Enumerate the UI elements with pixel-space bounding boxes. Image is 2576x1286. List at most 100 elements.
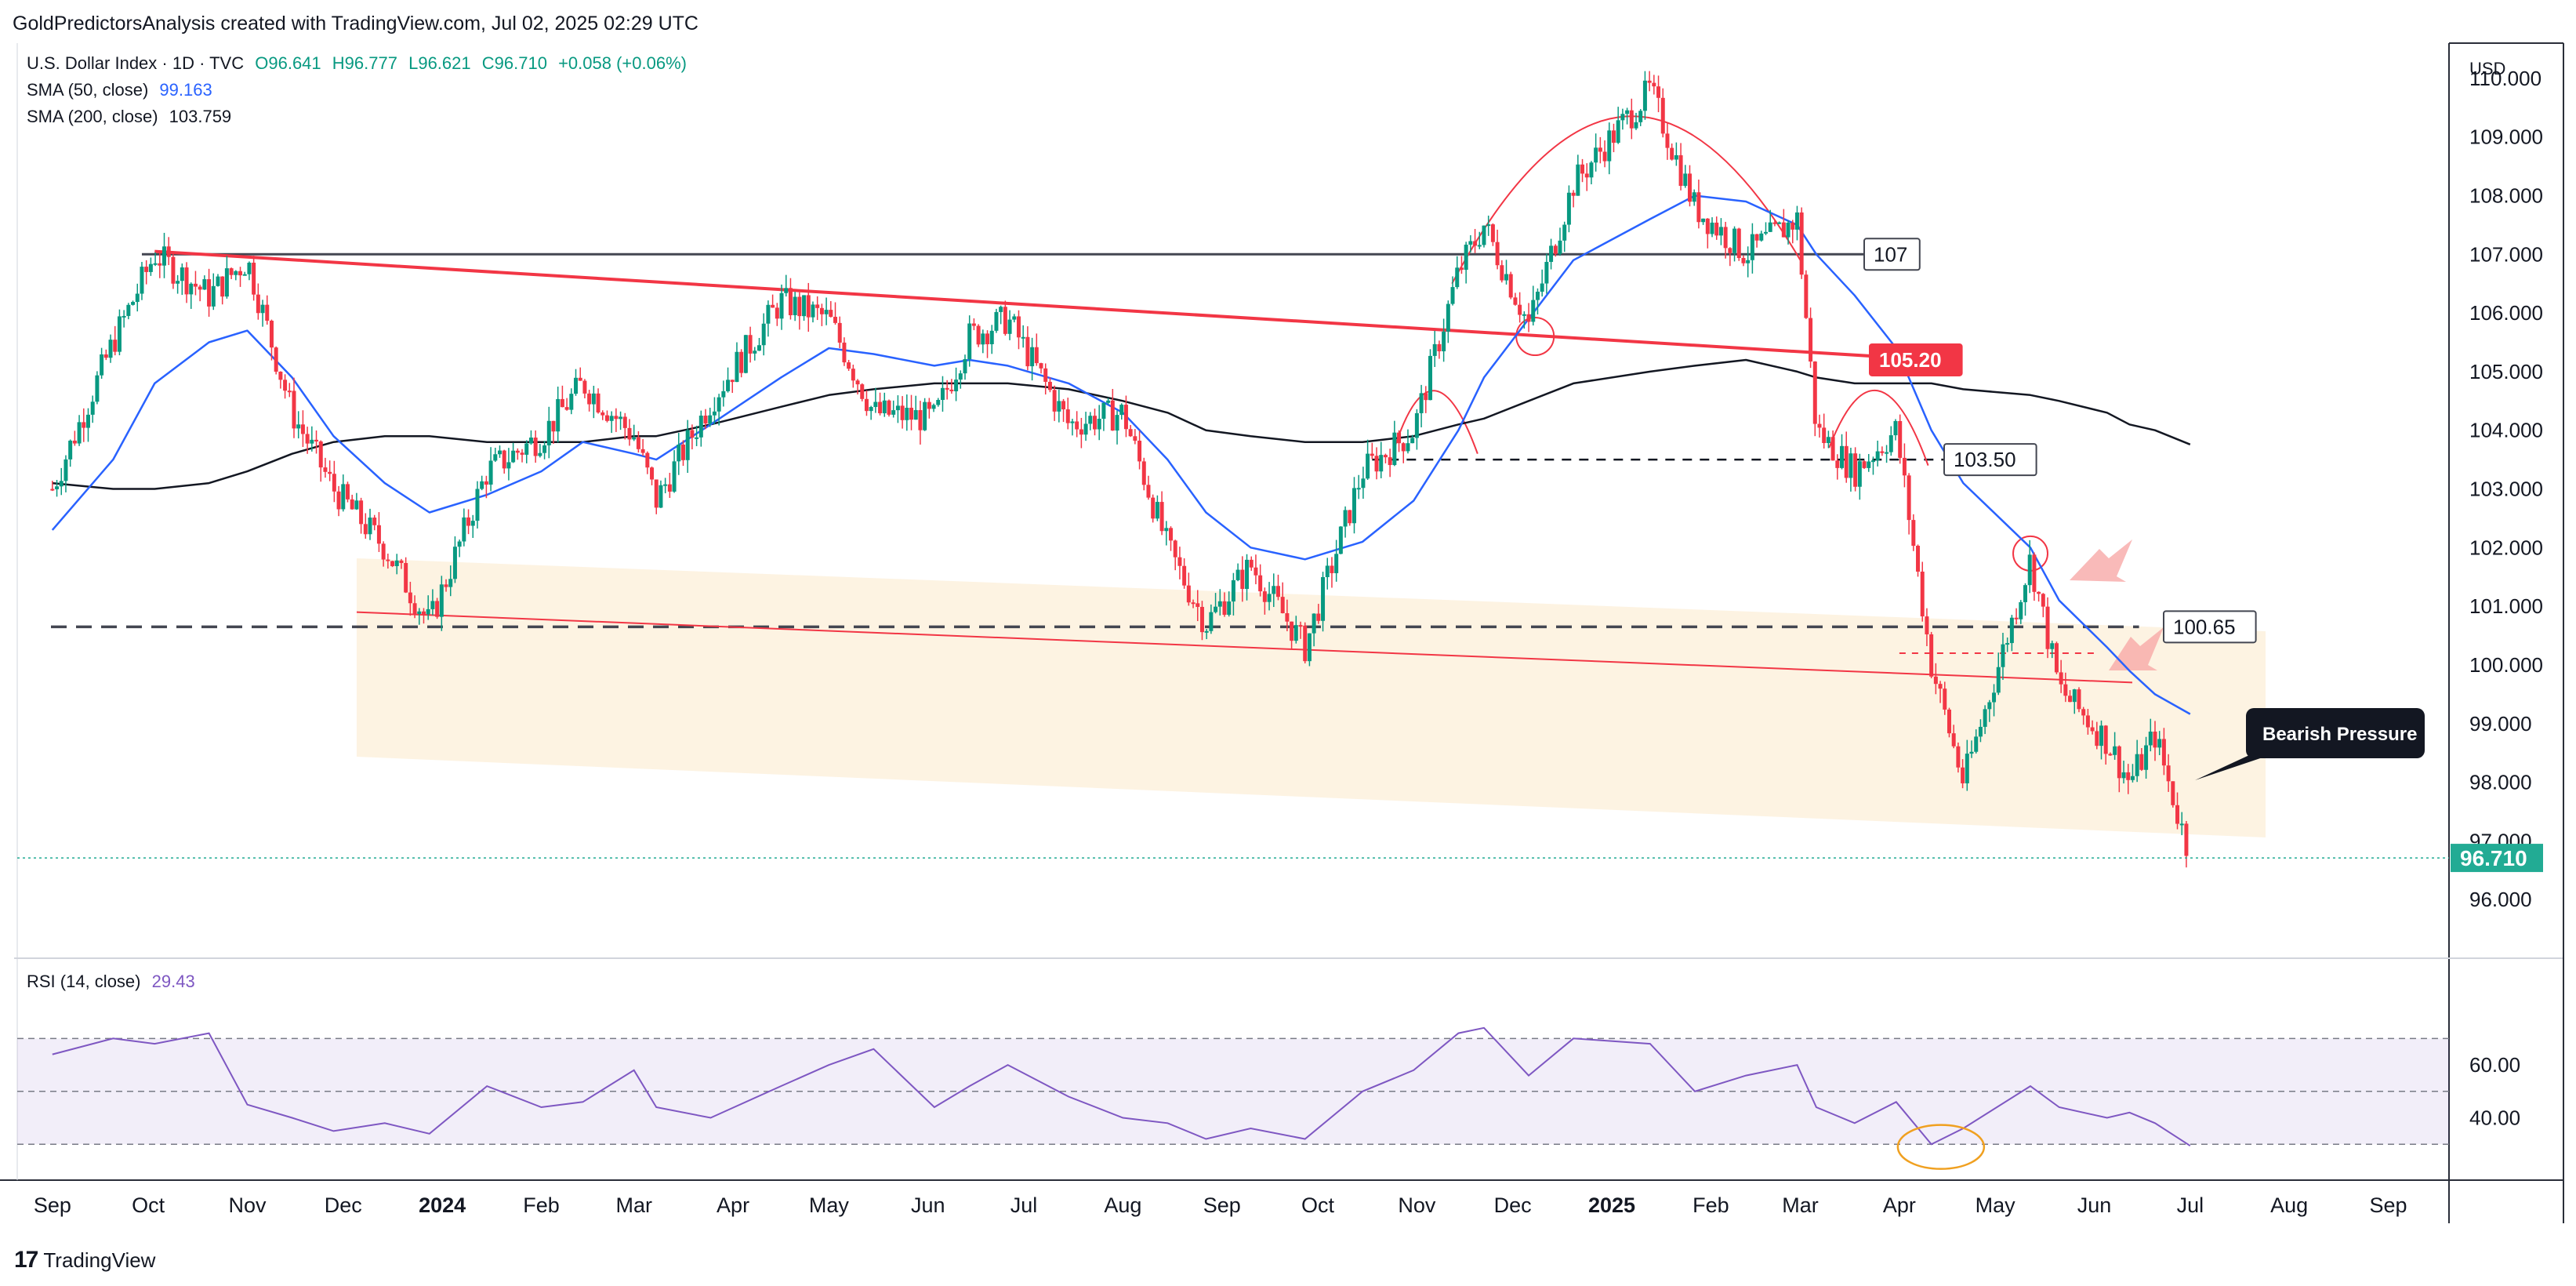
footer-brand[interactable]: 17 TradingView — [14, 1247, 155, 1273]
candle-body — [1974, 736, 1979, 752]
candle-body — [1374, 456, 1379, 472]
candle-body — [234, 271, 238, 275]
sma200-legend[interactable]: SMA (200, close) 103.759 — [27, 107, 238, 127]
candle-body — [417, 611, 422, 615]
candle-body — [1670, 147, 1674, 160]
candle-body — [2068, 696, 2073, 703]
candle-body — [963, 359, 967, 374]
candle-body — [654, 479, 659, 508]
last-price-badge-bg — [2451, 844, 2543, 873]
candle-body — [256, 294, 260, 314]
candle-body — [1182, 565, 1187, 586]
candle-body — [829, 310, 833, 318]
candle-body — [2153, 732, 2157, 748]
candle-body — [1245, 559, 1250, 590]
candle-body — [63, 459, 68, 481]
candle-body — [913, 410, 918, 420]
candle-body — [627, 427, 632, 440]
candle-body — [981, 333, 985, 345]
ohlc-close: C96.710 — [481, 53, 547, 73]
candle-body — [976, 325, 981, 345]
candle-body — [659, 485, 663, 508]
candle-body — [506, 462, 511, 469]
candle-body — [1217, 601, 1222, 607]
small-arc-nov — [1393, 390, 1478, 454]
candle-body — [636, 437, 640, 449]
candle-body — [2157, 739, 2162, 748]
candle-body — [1943, 688, 1947, 710]
sma50-legend[interactable]: SMA (50, close) 99.163 — [27, 80, 219, 100]
candle-body — [1642, 80, 1647, 111]
label-103-50-box — [1943, 443, 2037, 477]
candle-body — [735, 351, 739, 383]
candle-body — [314, 439, 319, 441]
candle-body — [1875, 451, 1880, 461]
candle-body — [394, 560, 399, 566]
candle-body — [1754, 234, 1759, 241]
candle-body — [1083, 423, 1088, 435]
candle-body — [619, 416, 623, 420]
candle-body — [564, 407, 569, 410]
candle-body — [1123, 405, 1128, 430]
rsi-legend[interactable]: RSI (14, close) 29.43 — [27, 972, 201, 992]
descending-trendline — [154, 249, 1935, 361]
candle-body — [1911, 520, 1916, 547]
candle-body — [1290, 621, 1294, 641]
candle-body — [95, 375, 100, 402]
candle-body — [359, 500, 364, 525]
candle-body — [784, 288, 789, 293]
candle-body — [730, 380, 735, 383]
candle-body — [1598, 147, 1602, 152]
candle-body — [971, 323, 976, 326]
candle-body — [1258, 575, 1263, 592]
y-tick-label: 104.000 — [2469, 419, 2543, 442]
candle-body — [207, 279, 212, 307]
candle-body — [1777, 222, 1782, 224]
candle-body — [1343, 510, 1348, 527]
candle-body — [632, 437, 637, 440]
candle-body — [1938, 684, 1943, 689]
candle-body — [1442, 331, 1446, 351]
candle-body — [1446, 303, 1450, 332]
candle-body — [703, 416, 708, 424]
candle-body — [2045, 606, 2050, 649]
candle-body — [1348, 510, 1352, 524]
symbol-legend[interactable]: U.S. Dollar Index · 1D · TVC O96.641 H96… — [27, 53, 693, 74]
candle-body — [833, 317, 838, 323]
candle-body — [1791, 222, 1795, 230]
candle-body — [1275, 586, 1280, 598]
label-107-text: 107 — [1874, 242, 1907, 266]
candle-body — [193, 283, 198, 287]
candle-body — [180, 267, 184, 282]
candle-body — [1459, 267, 1464, 271]
x-tick-label: Nov — [1398, 1193, 1436, 1217]
candle-body — [216, 276, 220, 286]
candle-body — [1508, 274, 1513, 298]
candle-body — [430, 601, 435, 609]
candle-body — [582, 380, 587, 394]
candle-body — [1540, 283, 1544, 292]
candle-body — [1240, 569, 1245, 590]
candle-body — [869, 407, 873, 412]
candle-body — [1898, 420, 1903, 458]
candle-body — [404, 563, 408, 593]
candle-body — [1249, 559, 1254, 568]
candle-body — [332, 474, 336, 492]
candle-body — [556, 398, 561, 432]
candle-body — [1432, 343, 1437, 356]
candle-body — [1141, 461, 1146, 485]
candle-body — [1468, 241, 1473, 245]
candle-body — [1428, 355, 1433, 401]
candle-body — [184, 267, 189, 295]
candle-body — [999, 307, 1003, 312]
candle-body — [1759, 233, 1764, 241]
candle-body — [1916, 546, 1921, 572]
candle-body — [650, 467, 655, 480]
candle-body — [1983, 709, 1987, 727]
candle-body — [1155, 502, 1159, 519]
candle-body — [113, 340, 118, 352]
candle-body — [1101, 402, 1106, 420]
candle-body — [412, 603, 417, 615]
candle-body — [1553, 245, 1558, 254]
